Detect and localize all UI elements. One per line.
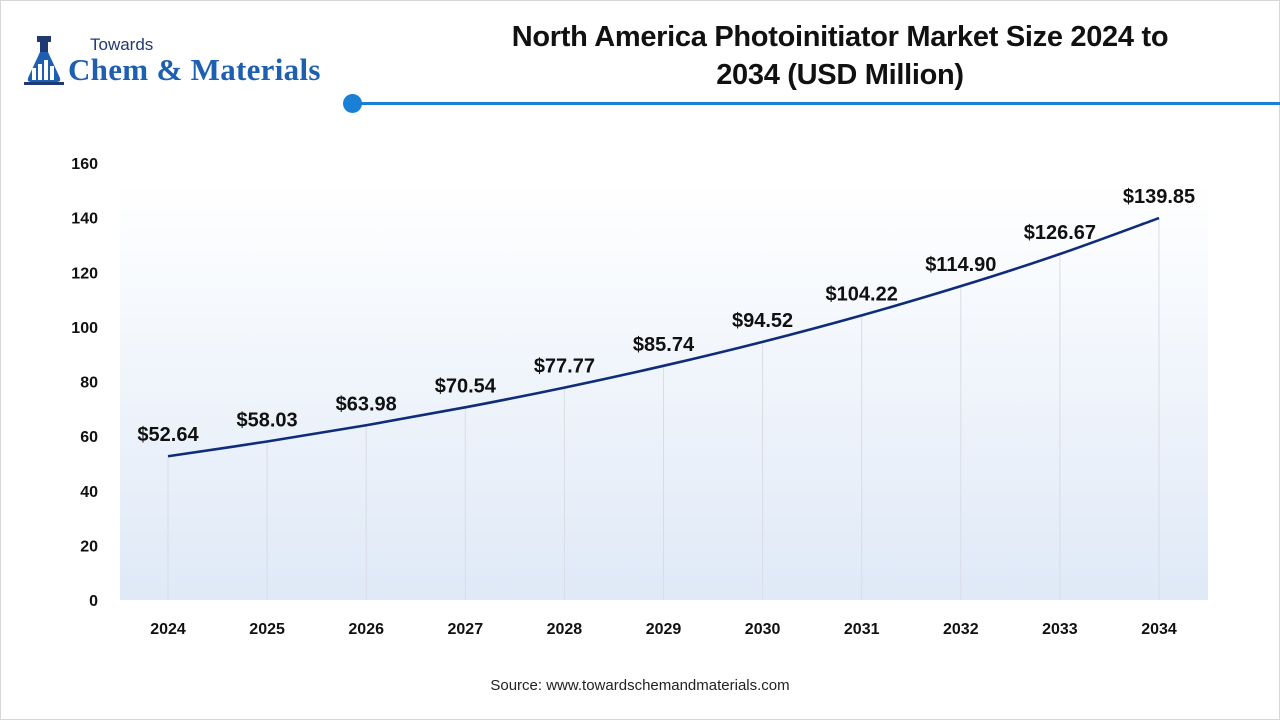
data-label-2033: $126.67 [1024,222,1096,244]
data-label-2034: $139.85 [1123,186,1195,208]
source-text: Source: www.towardschemandmaterials.com [490,677,790,694]
x-tick-label-2030: 2030 [745,621,781,638]
data-label-2028: $77.77 [534,356,595,378]
x-tick-label-2032: 2032 [943,621,979,638]
data-labels: $52.64 $58.03 $63.98 $70.54 $77.77 $85.74 $94.… [137,186,1195,446]
chart-title: North America Photoinitiator Market Size… [440,18,1240,94]
x-tick-label-2034: 2034 [1141,621,1177,638]
data-label-2027: $70.54 [435,375,497,397]
title-underline-dot [343,94,362,113]
y-tick-label-40: 40 [80,484,98,501]
x-tick-label-2027: 2027 [448,621,484,638]
data-label-2031: $104.22 [826,283,898,305]
series-line [167,216,1160,458]
data-label-2026: $63.98 [336,393,397,415]
y-tick-label-120: 120 [71,265,98,282]
x-tick-label-2033: 2033 [1042,621,1078,638]
brand-logo: Towards Chem & Materials [22,34,342,90]
x-tick-label-2029: 2029 [646,621,682,638]
x-tick-label-2026: 2026 [348,621,384,638]
x-tick-label-2025: 2025 [249,621,285,638]
y-tick-label-80: 80 [80,375,98,392]
data-label-2024: $52.64 [137,424,199,446]
y-tick-label-140: 140 [71,211,98,228]
y-tick-label-20: 20 [80,538,98,555]
x-tick-label-2024: 2024 [150,621,186,638]
grid-lines [167,218,1160,600]
flask-logo-icon [24,36,64,85]
chart-title-line1: North America Photoinitiator Market Size… [511,21,1169,53]
x-axis-ticks: 2024 2025 2026 2027 2028 2029 2030 2031 2032 2033… [150,621,1177,638]
chart-title-line2: 2034 (USD Million) [716,59,964,91]
data-label-2032: $114.90 [925,254,996,276]
title-underline [352,102,1280,105]
data-label-2030: $94.52 [732,310,793,332]
brand-line2: Chem & Materials [68,52,321,87]
x-tick-label-2031: 2031 [844,621,880,638]
y-tick-label-160: 160 [71,156,98,173]
y-tick-label-0: 0 [89,593,98,610]
brand-line1: Towards [90,35,154,54]
y-tick-label-100: 100 [71,320,98,337]
x-tick-label-2028: 2028 [547,621,583,638]
y-tick-label-60: 60 [80,429,98,446]
data-label-2029: $85.74 [633,334,695,356]
data-label-2025: $58.03 [237,410,298,432]
y-axis-ticks: 0 20 40 60 80 100 120 140 160 [71,156,98,610]
